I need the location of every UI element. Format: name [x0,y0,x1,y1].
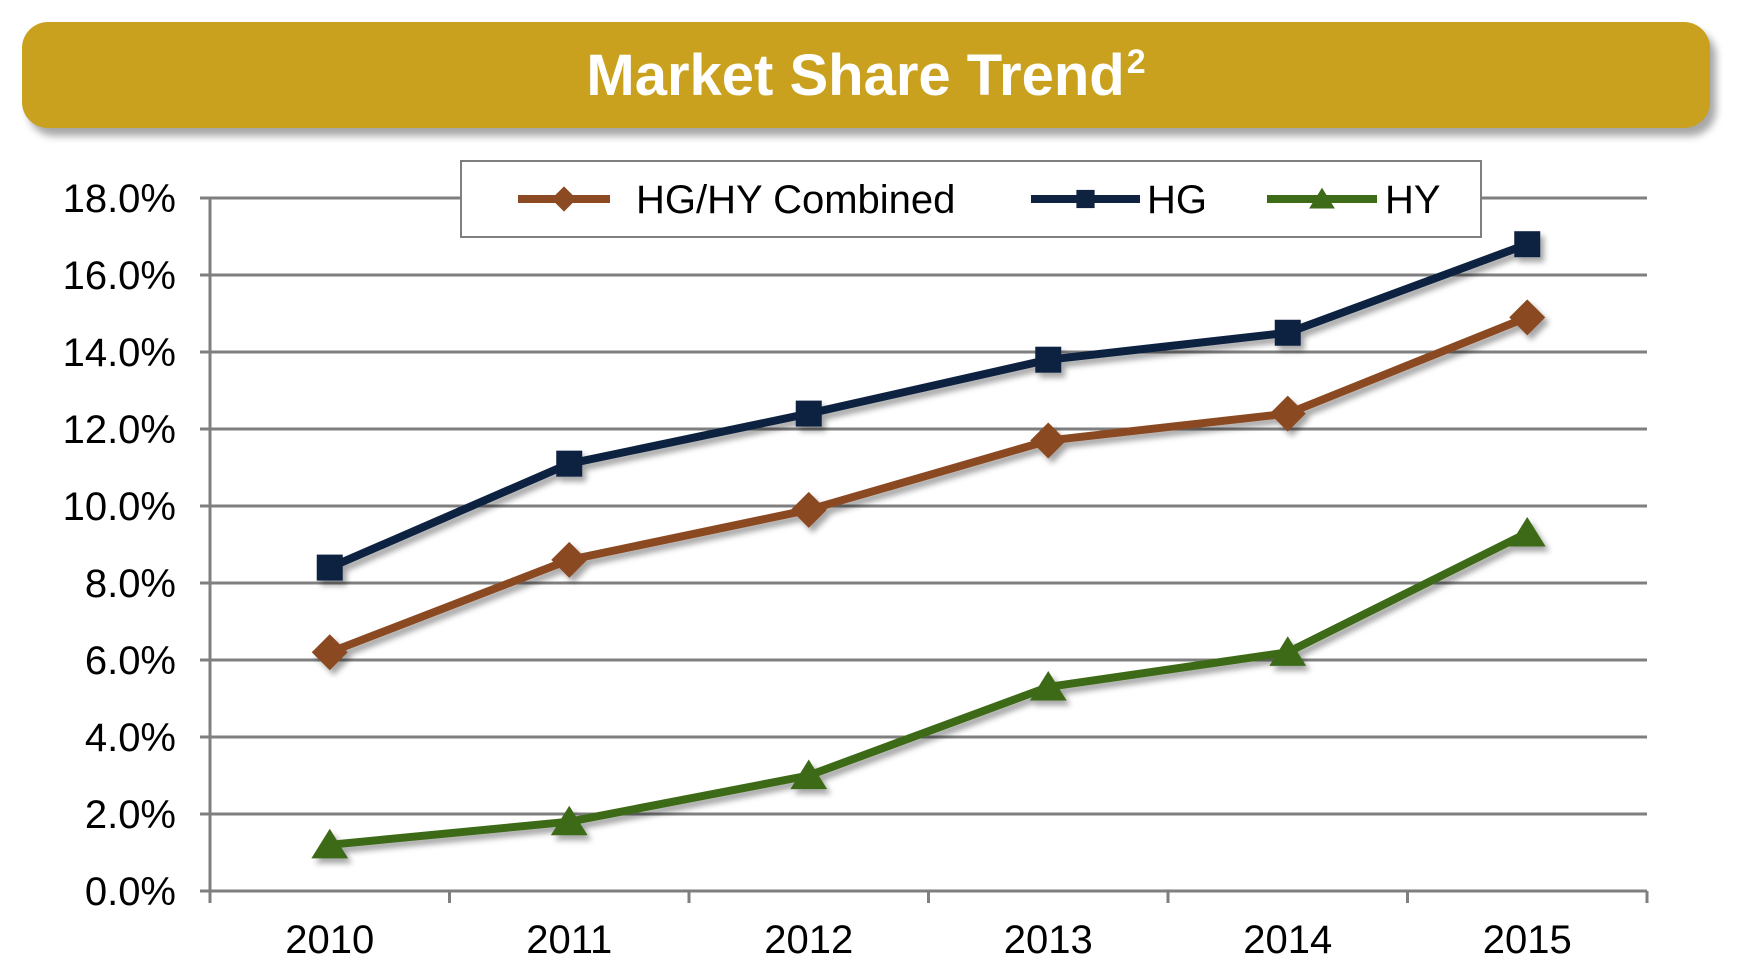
chart-title-superscript: 2 [1126,43,1146,81]
chart-title: Market Share Trend2 [586,45,1145,105]
data-point-diamond [1509,299,1546,336]
legend-box [460,160,1482,238]
legend-label: HG [1147,178,1207,222]
chart-title-text: Market Share Trend [586,43,1125,108]
data-point-triangle [790,759,828,790]
y-tick-label: 18.0% [63,177,176,221]
legend-entry: HY [1267,178,1441,222]
y-tick-label: 0.0% [85,870,176,914]
data-point-diamond [311,634,348,671]
data-point-diamond [1269,395,1306,432]
data-point-square [1514,231,1541,258]
legend-entry: HG [1031,178,1207,222]
data-point-triangle [550,805,588,836]
legend-label: HY [1385,178,1441,222]
data-point-diamond [551,186,577,212]
data-point-diamond [790,491,827,528]
data-point-diamond [1030,422,1067,459]
y-tick-label: 6.0% [85,639,176,683]
legend-label: HG/HY Combined [636,178,955,222]
series-lines [311,231,1546,859]
series-line [328,240,1529,572]
y-tick-label: 12.0% [63,408,176,452]
data-point-triangle [1309,187,1335,209]
x-tick-label: 2010 [285,918,374,962]
y-tick-label: 8.0% [85,562,176,606]
data-point-diamond [551,541,588,578]
data-point-square [795,400,822,427]
x-tick-label: 2011 [526,918,612,962]
x-tick-label: 2014 [1243,918,1332,962]
data-point-triangle [1029,670,1067,701]
series [316,231,1541,581]
gridlines [210,196,1647,816]
x-tick-label: 2012 [764,918,853,962]
y-tick-label: 2.0% [85,793,176,837]
axes: 0.0% 2.0% 4.0% 6.0% 8.0% 10.0% 12.0% 14.0% 16.0%… [63,177,1649,962]
data-point-triangle [1508,516,1546,547]
data-point-square [1274,319,1301,346]
y-tick-label: 14.0% [63,331,176,375]
x-tick-label: 2015 [1483,918,1572,962]
data-point-triangle [311,828,349,859]
data-point-triangle [1269,636,1307,666]
data-point-square [1076,189,1095,209]
series [311,299,1546,671]
y-tick-label: 4.0% [85,716,176,760]
data-point-square [1035,346,1062,373]
y-tick-label: 10.0% [63,485,176,529]
y-tick-label: 16.0% [63,254,176,298]
legend-entry: HG/HY Combined [518,178,955,222]
chart-title-bar: Market Share Trend2 [22,22,1710,128]
legend: HG/HY Combined HG HY [460,160,1482,238]
data-point-square [556,450,583,477]
series [311,516,1546,859]
data-point-square [316,554,343,581]
x-tick-label: 2013 [1004,918,1093,962]
series-line [329,529,1530,849]
series-line [328,313,1529,657]
